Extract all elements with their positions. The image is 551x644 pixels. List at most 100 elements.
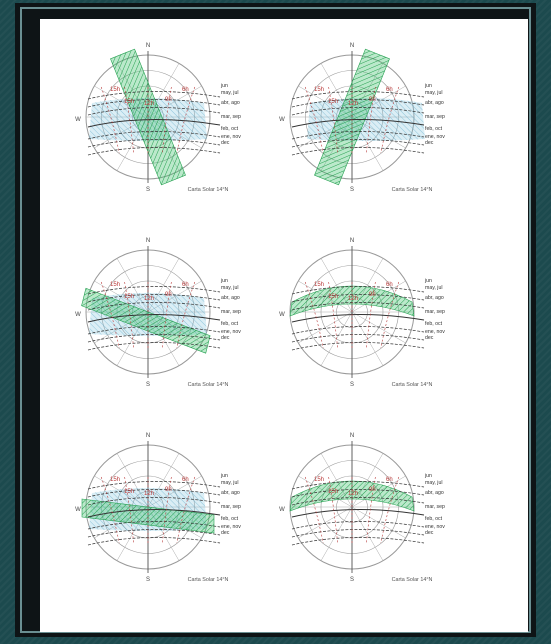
- hour-curve: [304, 281, 324, 349]
- west-label: W: [279, 507, 285, 513]
- month-label: may, jul: [221, 480, 239, 486]
- month-label: mar, sep: [221, 504, 241, 510]
- hour-label-6h: 6h: [182, 477, 189, 483]
- hour-label-12h: 12h: [144, 101, 154, 107]
- north-label: N: [350, 43, 354, 49]
- month-curve: [87, 521, 221, 530]
- hour-curve: [124, 86, 134, 154]
- south-label: S: [146, 187, 150, 193]
- hour-curve: [100, 86, 120, 154]
- month-curve: [87, 302, 221, 311]
- month-curve: [291, 302, 425, 311]
- month-label: may, jul: [221, 90, 239, 96]
- hour-label-15h-inner: 15h: [328, 99, 338, 105]
- hour-curve: [176, 476, 196, 544]
- month-curve: [291, 342, 425, 351]
- azimuth-line: [351, 506, 406, 539]
- month-curve: [291, 294, 425, 303]
- month-curve: [87, 107, 221, 116]
- hour-label-15h-inner: 15h: [124, 489, 134, 495]
- chart-caption: Carta Solar 14°N: [188, 382, 229, 388]
- hour-label-6h: 6h: [386, 477, 393, 483]
- hour-label-9h: 9h: [369, 292, 376, 298]
- month-label: ene, nov: [425, 134, 445, 140]
- month-label: mar, sep: [221, 309, 241, 315]
- month-curve: [291, 119, 425, 128]
- month-label: feb, oct: [221, 516, 239, 522]
- hour-label-15h-outer: 15h: [110, 282, 120, 288]
- month-curve: [291, 537, 425, 546]
- month-label: ene, nov: [425, 329, 445, 335]
- north-label: N: [146, 43, 150, 49]
- month-label: ene, nov: [425, 524, 445, 530]
- month-curve: [291, 107, 425, 116]
- hour-curve: [162, 86, 172, 154]
- hour-label-12h: 12h: [144, 296, 154, 302]
- month-label: abr, ago: [425, 100, 444, 106]
- hour-curve: [380, 476, 400, 544]
- obstruction-vertical: [110, 48, 186, 186]
- south-label: S: [146, 577, 150, 583]
- month-label: may, jul: [425, 285, 443, 291]
- month-curve: [87, 342, 221, 351]
- south-label: S: [350, 187, 354, 193]
- month-label: ene, nov: [221, 524, 241, 530]
- month-curve: [87, 139, 221, 148]
- hour-label-15h-outer: 15h: [314, 87, 324, 93]
- month-label: feb, oct: [425, 516, 443, 522]
- hour-curve: [328, 476, 338, 544]
- month-label: dec: [221, 335, 230, 341]
- azimuth-line: [351, 311, 406, 344]
- hour-label-15h-outer: 15h: [314, 282, 324, 288]
- hour-label-15h-outer: 15h: [110, 477, 120, 483]
- hour-label-9h: 9h: [165, 487, 172, 493]
- month-label: jun: [424, 473, 432, 479]
- hour-label-15h-inner: 15h: [124, 99, 134, 105]
- month-label: ene, nov: [221, 329, 241, 335]
- hour-label-9h: 9h: [165, 97, 172, 103]
- hour-label-6h: 6h: [182, 87, 189, 93]
- obstruction-vertical: [314, 48, 390, 186]
- month-curve: [291, 326, 425, 335]
- south-label: S: [350, 577, 354, 583]
- hour-curve: [328, 281, 338, 349]
- azimuth-line: [298, 311, 353, 344]
- month-label: abr, ago: [425, 295, 444, 301]
- west-label: W: [75, 507, 81, 513]
- hour-label-12h: 12h: [144, 491, 154, 497]
- month-label: abr, ago: [425, 490, 444, 496]
- north-label: N: [146, 433, 150, 439]
- month-curve: [291, 481, 425, 490]
- month-label: feb, oct: [221, 126, 239, 132]
- chart-caption: Carta Solar 14°N: [188, 187, 229, 193]
- month-curve: [291, 139, 425, 148]
- hour-label-15h-inner: 15h: [328, 489, 338, 495]
- month-label: jun: [424, 83, 432, 89]
- hour-label-15h-inner: 15h: [328, 294, 338, 300]
- month-label: jun: [220, 278, 228, 284]
- chart-caption: Carta Solar 14°N: [392, 382, 433, 388]
- hour-label-15h-inner: 15h: [124, 294, 134, 300]
- month-label: mar, sep: [425, 504, 445, 510]
- month-label: abr, ago: [221, 295, 240, 301]
- hour-curve: [304, 86, 324, 154]
- hour-curve: [366, 476, 376, 544]
- hour-label-15h-outer: 15h: [314, 477, 324, 483]
- month-label: mar, sep: [425, 114, 445, 120]
- month-curve: [87, 489, 221, 498]
- south-label: S: [350, 382, 354, 388]
- month-curve: [291, 147, 425, 156]
- month-label: jun: [220, 83, 228, 89]
- month-curve: [291, 521, 425, 530]
- month-curve: [87, 294, 221, 303]
- month-curve: [87, 481, 221, 490]
- obstruction-band: [81, 287, 211, 354]
- hour-curve: [124, 281, 134, 349]
- month-label: jun: [220, 473, 228, 479]
- hour-label-6h: 6h: [386, 87, 393, 93]
